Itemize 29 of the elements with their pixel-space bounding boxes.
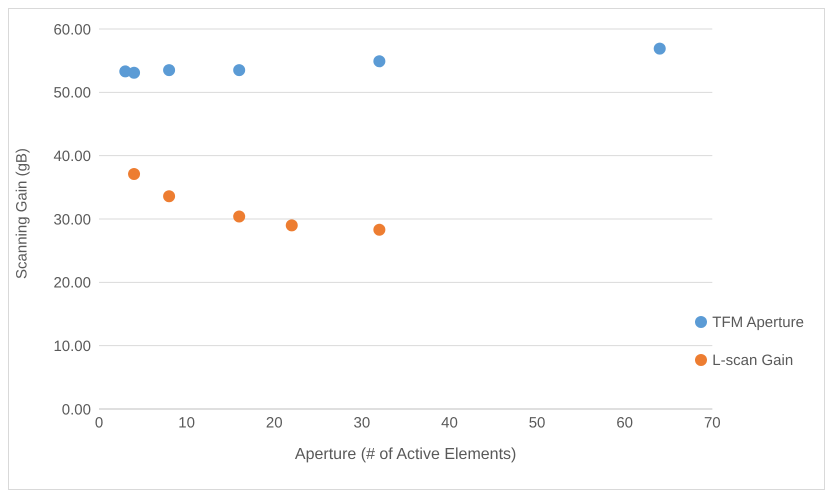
point [233,64,246,76]
y-tick-label: 20.00 [53,274,91,292]
x-tick-label: 20 [266,414,283,432]
point [163,64,176,76]
point [233,210,246,222]
x-tick-label: 30 [354,414,370,432]
y-tick-label: 0.00 [62,401,91,418]
x-tick-label: 50 [528,414,546,432]
x-tick-label: 60 [616,414,634,432]
point [373,224,386,236]
point [128,66,140,79]
y-tick-label: 30.00 [53,211,91,228]
point [654,42,666,55]
y-axis-title: Scanning Gain (gB) [13,148,30,279]
point [163,190,176,202]
x-tick-label: 0 [94,414,104,432]
x-tick-label: 70 [704,414,721,432]
x-tick-label: 40 [441,414,458,432]
legend-label: L-scan Gain [712,352,794,368]
y-tick-label: 40.00 [53,148,91,165]
x-tick-label: 10 [178,414,195,432]
point [128,168,140,180]
x-axis-title: Aperture (# of Active Elements) [294,446,516,463]
y-tick-label: 60.00 [53,21,91,38]
y-tick-label: 50.00 [53,84,91,102]
point [286,219,298,232]
point [373,55,386,68]
legend-label: TFM Aperture [712,314,804,330]
y-tick-label: 10.00 [53,338,91,355]
